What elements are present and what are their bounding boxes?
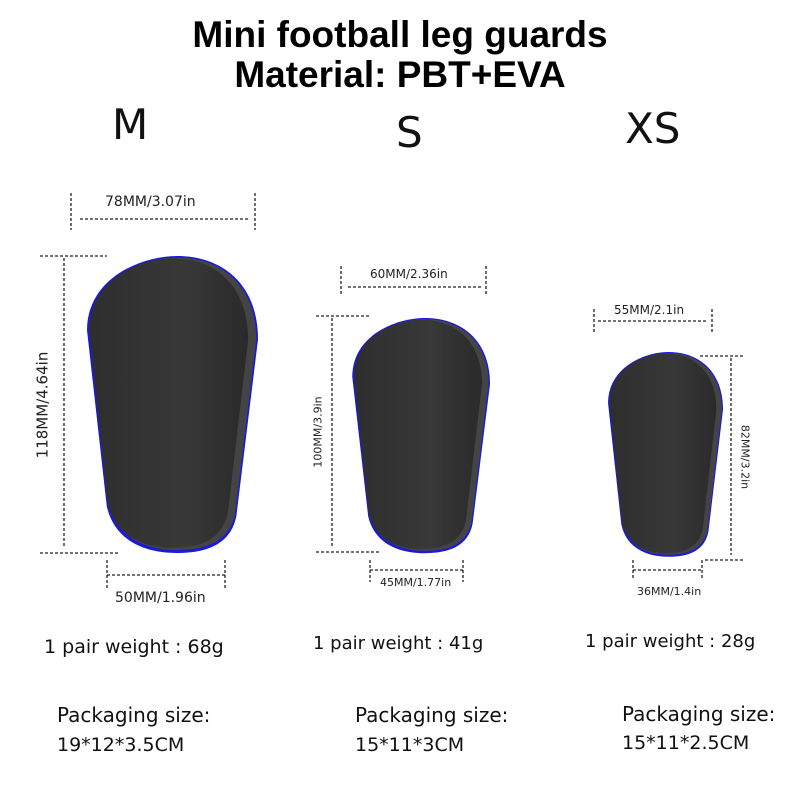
xs-packaging-value: 15*11*2.5CM — [622, 732, 750, 754]
s-height: 100MM/3.9in — [311, 396, 325, 468]
title-line-1: Mini football leg guards — [192, 14, 608, 55]
size-label-s: S — [396, 108, 423, 157]
m-height: 118MM/4.64in — [33, 351, 52, 459]
xs-packaging-label: Packaging size: — [622, 702, 776, 726]
guard-m — [87, 256, 258, 553]
m-packaging-value: 19*12*3.5CM — [57, 734, 185, 756]
dimension-lines — [40, 193, 745, 590]
size-label-xs: XS — [625, 104, 681, 153]
m-top-width: 78MM/3.07in — [105, 194, 196, 210]
xs-top-width: 55MM/2.1in — [614, 303, 685, 317]
size-label-m: M — [112, 100, 149, 149]
xs-weight: 1 pair weight : 28g — [585, 631, 756, 652]
s-top-width: 60MM/2.36in — [370, 267, 448, 281]
xs-height: 82MM/3.2in — [738, 424, 752, 490]
title-line-2: Material: PBT+EVA — [234, 54, 566, 95]
guard-s — [352, 318, 490, 554]
s-weight: 1 pair weight : 41g — [313, 633, 484, 654]
xs-bottom-width: 36MM/1.4in — [637, 585, 702, 598]
m-weight: 1 pair weight : 68g — [44, 636, 224, 658]
m-packaging-label: Packaging size: — [57, 703, 211, 727]
s-packaging-label: Packaging size: — [355, 703, 509, 727]
guard-xs — [608, 352, 723, 557]
m-bottom-width: 50MM/1.96in — [115, 590, 206, 606]
s-bottom-width: 45MM/1.77in — [380, 576, 452, 589]
s-packaging-value: 15*11*3CM — [355, 734, 465, 756]
